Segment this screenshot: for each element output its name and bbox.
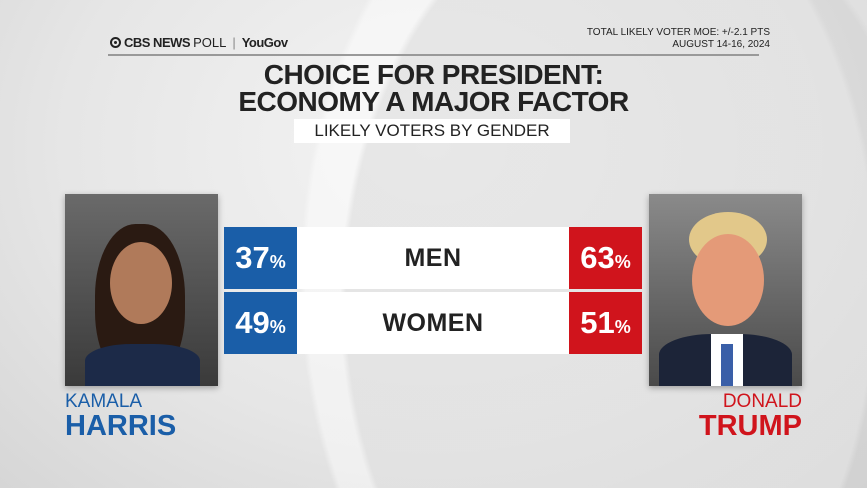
moe-info: TOTAL LIKELY VOTER MOE: +/-2.1 PTS AUGUS… xyxy=(587,27,770,51)
percent-sign: % xyxy=(614,251,631,272)
cbs-eye-icon xyxy=(110,37,121,48)
trump-photo xyxy=(649,194,802,386)
poll-dates: AUGUST 14-16, 2024 xyxy=(672,39,770,50)
row-label-women: WOMEN xyxy=(297,292,569,354)
logo-separator: | xyxy=(232,35,236,50)
table-row-women: 49% WOMEN 51% xyxy=(224,292,642,354)
harris-women-number: 49 xyxy=(235,305,270,340)
header-divider xyxy=(108,54,759,56)
title-line-2: ECONOMY A MAJOR FACTOR xyxy=(238,86,629,117)
harris-name: KAMALA HARRIS xyxy=(65,391,177,442)
cbs-yougov-logo: CBS NEWS POLL | YouGov xyxy=(110,35,288,50)
trump-women-value: 51% xyxy=(569,292,642,354)
trump-name: DONALD TRUMP xyxy=(698,391,802,442)
trump-women-number: 51 xyxy=(580,305,615,340)
percent-sign: % xyxy=(269,251,286,272)
harris-men-value: 37% xyxy=(224,227,297,289)
trump-men-value: 63% xyxy=(569,227,642,289)
logo-brand: CBS NEWS xyxy=(124,35,191,50)
percent-sign: % xyxy=(614,316,631,337)
table-row-men: 37% MEN 63% xyxy=(224,227,642,289)
subtitle: LIKELY VOTERS BY GENDER xyxy=(294,119,570,143)
page-title: CHOICE FOR PRESIDENT: ECONOMY A MAJOR FA… xyxy=(0,59,867,117)
logo-poll: POLL xyxy=(193,35,227,50)
harris-men-number: 37 xyxy=(235,240,270,275)
percent-sign: % xyxy=(269,316,286,337)
trump-first-name: DONALD xyxy=(722,391,802,412)
trump-men-number: 63 xyxy=(580,240,615,275)
harris-photo xyxy=(65,194,218,386)
harris-women-value: 49% xyxy=(224,292,297,354)
title-line-1: CHOICE FOR PRESIDENT: xyxy=(263,59,604,90)
logo-partner: YouGov xyxy=(241,35,288,50)
harris-first-name: KAMALA xyxy=(65,391,143,412)
trump-last-name: TRUMP xyxy=(698,410,802,442)
moe-text: TOTAL LIKELY VOTER MOE: +/-2.1 PTS xyxy=(586,27,770,38)
harris-last-name: HARRIS xyxy=(65,410,177,442)
row-label-men: MEN xyxy=(297,227,569,289)
